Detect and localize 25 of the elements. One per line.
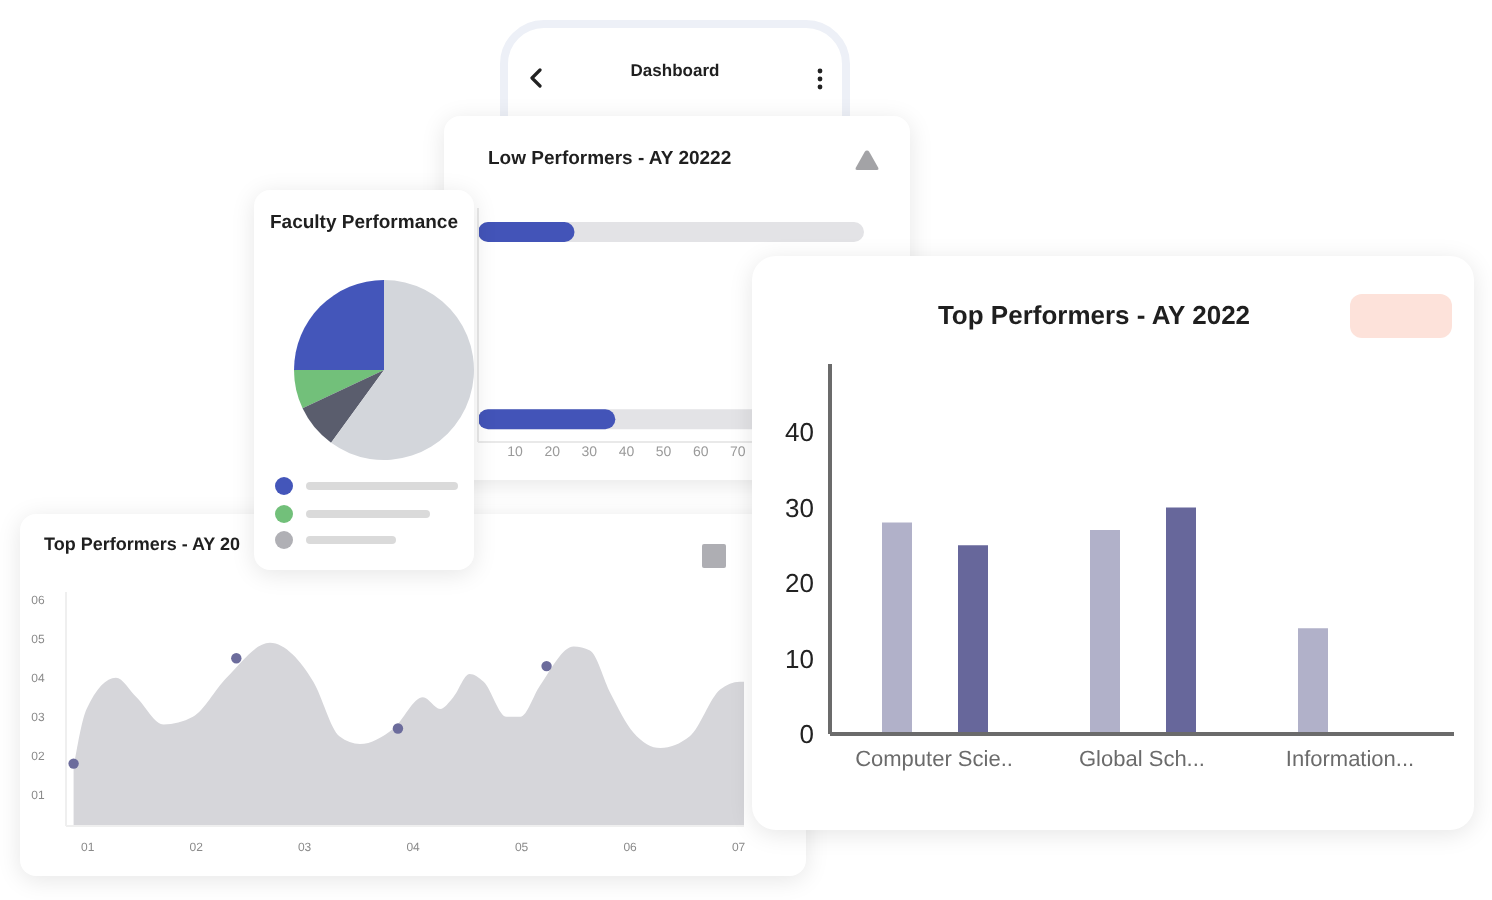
pie-slice bbox=[294, 370, 384, 409]
bar bbox=[958, 545, 988, 734]
x-tick-label: Computer Scie.. bbox=[855, 747, 1013, 772]
chart-title: Top Performers - AY 2022 bbox=[935, 300, 1253, 331]
chart-title: Faculty Performance bbox=[268, 212, 460, 235]
pie-slice bbox=[331, 280, 474, 460]
y-tick-label: 10 bbox=[785, 643, 814, 674]
point bbox=[392, 723, 404, 734]
pie-slice bbox=[294, 280, 384, 370]
x-tick-label: Information... bbox=[1285, 747, 1415, 772]
y-tick-label: 30 bbox=[785, 492, 814, 523]
point bbox=[231, 653, 242, 664]
y-tick-label: 0 bbox=[799, 719, 814, 750]
chart-title: Low Performers - AY 20222 bbox=[488, 148, 732, 171]
point bbox=[68, 758, 79, 769]
chart-title: Top Performers - AY 20 bbox=[44, 534, 241, 556]
bar bbox=[1166, 507, 1196, 734]
x-tick-label: Global Sch... bbox=[1079, 747, 1205, 772]
point bbox=[541, 660, 552, 672]
bar bbox=[882, 522, 912, 734]
bar bbox=[1090, 530, 1120, 734]
pie-slice bbox=[302, 370, 384, 443]
text: Dashboard bbox=[628, 60, 722, 81]
y-tick-label: 20 bbox=[785, 568, 814, 599]
bar bbox=[1298, 628, 1328, 734]
